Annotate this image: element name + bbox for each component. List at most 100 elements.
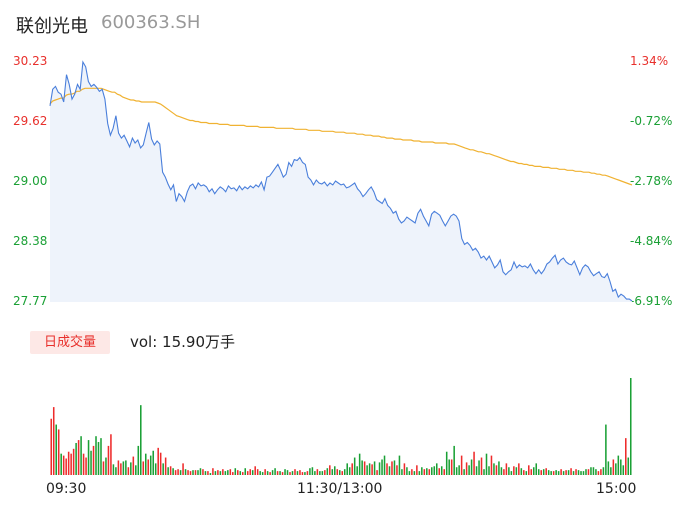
- volume-bar: [85, 457, 87, 475]
- volume-bar: [177, 469, 179, 475]
- volume-bar: [520, 468, 523, 475]
- pct-tick-2: -0.72%: [630, 114, 673, 128]
- volume-bar: [615, 463, 617, 475]
- volume-bar: [547, 470, 550, 475]
- volume-bar: [383, 455, 386, 475]
- volume-bar: [82, 453, 85, 475]
- volume-bar: [127, 467, 130, 475]
- volume-bar: [575, 469, 577, 475]
- volume-bar: [172, 468, 174, 475]
- price-line: [49, 60, 633, 302]
- volume-bar: [157, 447, 159, 475]
- volume-bar: [550, 471, 552, 475]
- volume-bar: [217, 470, 219, 475]
- volume-bar: [528, 465, 530, 475]
- volume-bar: [361, 460, 363, 475]
- volume-bar: [314, 471, 316, 475]
- volume-bar: [279, 471, 281, 475]
- volume-bar: [256, 469, 259, 475]
- volume-bar: [197, 470, 199, 475]
- volume-bar: [465, 462, 468, 475]
- volume-bar: [406, 467, 408, 475]
- volume-bar: [523, 470, 525, 475]
- volume-value: vol: 15.90万手: [130, 333, 235, 351]
- volume-bar: [299, 470, 301, 475]
- volume-bar: [75, 442, 77, 475]
- volume-bar: [55, 424, 57, 475]
- pct-tick-4: -4.84%: [630, 234, 673, 248]
- volume-bar: [485, 453, 488, 475]
- volume-bar: [346, 463, 348, 475]
- volume-bar: [259, 471, 261, 475]
- volume-bar: [411, 469, 413, 475]
- stock-name: 联创光电: [16, 16, 88, 37]
- volume-bar: [152, 450, 154, 475]
- volume-bar: [480, 457, 483, 475]
- volume-bar: [500, 467, 503, 475]
- volume-bar: [72, 448, 75, 475]
- volume-bar: [125, 460, 127, 475]
- volume-bar: [590, 467, 592, 475]
- volume-bar: [334, 466, 336, 475]
- volume-bar: [154, 463, 157, 475]
- stock-code: 600363.SH: [101, 12, 201, 33]
- volume-bar: [329, 465, 331, 475]
- volume-bar: [587, 469, 590, 475]
- price-tick-2: 29.62: [13, 114, 48, 128]
- volume-bar: [532, 467, 535, 475]
- volume-bar: [281, 472, 284, 475]
- volume-bar: [597, 471, 600, 475]
- volume-bar: [378, 462, 381, 475]
- volume-bar: [503, 469, 505, 475]
- volume-bar: [224, 471, 227, 475]
- volume-bar: [622, 465, 625, 475]
- volume-bar: [67, 451, 70, 475]
- volume-bar: [582, 471, 585, 475]
- volume-bar: [80, 436, 82, 475]
- volume-bar: [388, 466, 391, 475]
- volume-bar: [448, 459, 450, 475]
- volume-bar: [431, 467, 433, 475]
- volume-bar: [309, 468, 311, 475]
- volume-bar: [629, 378, 632, 475]
- volume-bar: [338, 470, 341, 475]
- price-tick-5: 27.77: [13, 294, 48, 308]
- volume-bar: [562, 471, 565, 475]
- volume-bar: [366, 465, 368, 475]
- volume-bar: [351, 463, 353, 475]
- volume-bar: [545, 468, 547, 475]
- volume-bar: [90, 450, 92, 475]
- volume-bar: [391, 461, 393, 475]
- volume-bar: [65, 458, 67, 475]
- volume-bar: [565, 470, 567, 475]
- volume-bar: [518, 463, 520, 475]
- pct-tick-5: -6.91%: [630, 294, 673, 308]
- volume-bar: [77, 440, 80, 475]
- volume-bar: [567, 470, 570, 475]
- volume-bar: [435, 463, 438, 475]
- volume-badge[interactable]: 日成交量: [30, 331, 110, 354]
- volume-bar: [304, 472, 306, 475]
- volume-bar: [592, 467, 595, 475]
- volume-bar: [326, 468, 329, 475]
- volume-bar: [202, 469, 204, 475]
- volume-bar: [460, 455, 463, 475]
- volume-bar: [169, 466, 172, 475]
- volume-bar: [348, 467, 351, 475]
- volume-bar: [525, 471, 528, 475]
- volume-bar: [296, 471, 299, 475]
- volume-bar: [585, 469, 587, 475]
- volume-bar: [142, 461, 145, 475]
- volume-bar: [426, 468, 428, 475]
- volume-bar: [453, 445, 455, 475]
- volume-bar: [284, 469, 286, 475]
- volume-bar: [620, 459, 622, 475]
- time-tick-midday: 11:30/13:00: [297, 481, 383, 497]
- volume-bar: [356, 466, 358, 475]
- volume-bar: [276, 471, 279, 475]
- volume-bar: [627, 457, 630, 475]
- volume-bar: [271, 470, 274, 475]
- volume-bar: [237, 470, 239, 475]
- volume-bar: [373, 461, 376, 475]
